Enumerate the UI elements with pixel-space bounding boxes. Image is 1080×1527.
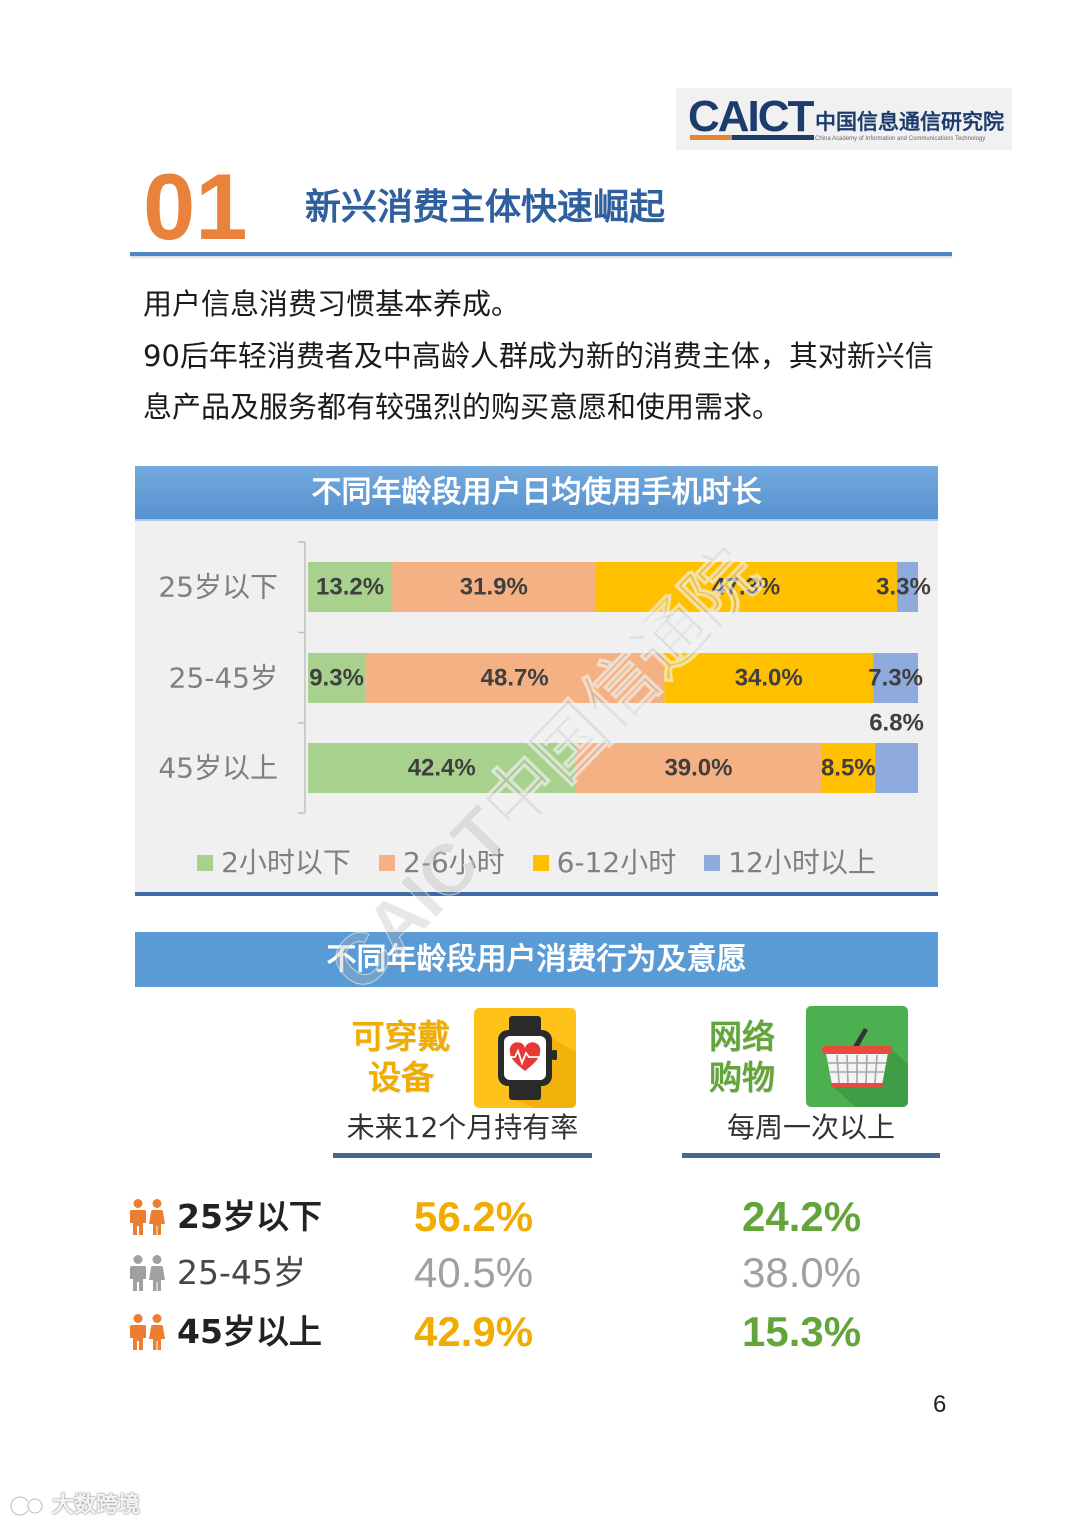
bar-segment [821,743,876,793]
stat-row: 25-45岁 40.5% 38.0% [0,1249,1080,1297]
bar-segment [365,653,665,703]
smartwatch-icon [474,1008,576,1108]
shopping-title-line: 网络 [709,1017,775,1056]
shopping-title: 网络 购物 [698,1016,786,1098]
bar-data-label: 3.3% [876,574,931,601]
legend-label: 6-12小时 [556,846,677,879]
age-group-label: 25-45岁 [177,1253,306,1292]
wearable-value: 56.2% [414,1193,534,1240]
stat-row: 45岁以上 42.9% 15.3% [0,1308,1080,1356]
bar-data-label: 31.9% [460,574,528,601]
bar-segment [308,653,366,703]
corner-watermark-text: 大数跨境 [52,1493,141,1518]
people-icon [130,1199,165,1235]
legend-label: 2小时以下 [221,846,351,879]
shopping-value: 38.0% [742,1249,862,1296]
category-label: 25-45岁 [169,662,278,695]
age-group-label: 25岁以下 [177,1197,322,1236]
people-icon [130,1314,165,1350]
section-divider [130,252,952,256]
page-number: 6 [933,1391,947,1418]
wearable-title-line: 设备 [368,1058,434,1097]
shopping-value: 15.3% [742,1308,862,1355]
intro-line: 息产品及服务都有较强烈的购买意愿和使用需求。 [143,390,782,424]
logo-stripe [690,135,814,140]
wearable-value: 40.5% [414,1249,534,1296]
legend-swatch [378,855,395,871]
caict-logo: CAICT 中国信息通信研究院 China Academy of Informa… [676,88,1012,150]
bar-data-label: 39.0% [664,755,732,782]
bar-data-label: 8.5% [821,755,876,782]
bar-data-label: 9.3% [309,665,364,692]
legend-label: 12小时以上 [728,846,876,879]
wearable-caption: 未来12个月持有率 [346,1111,579,1144]
bar-segment [875,743,918,793]
bar-data-label: 48.7% [481,665,549,692]
intro-paragraph: 用户信息消费习惯基本养成。 90后年轻消费者及中高龄人群成为新的消费主体，其对新… [143,279,934,434]
shopping-underline [682,1153,940,1158]
bar-segment [308,562,393,612]
legend-swatch [704,855,721,871]
legend-item: 12小时以上 [704,844,876,882]
chart-legend: 2小时以下 2-6小时 6-12小时 12小时以上 [135,844,938,882]
chart-panel-bottom-line [135,892,938,896]
section-title: 新兴消费主体快速崛起 [305,187,666,228]
bar-segment [308,743,576,793]
shopping-caption: 每周一次以上 [726,1111,895,1144]
shopping-value: 24.2% [742,1193,862,1240]
bar-data-label: 6.8% [869,710,924,737]
shopping-title-line: 购物 [709,1058,775,1097]
logo-en-name: China Academy of Information and Communi… [815,136,986,142]
logo-cn-name: 中国信息通信研究院 [815,110,1004,134]
shopping-basket-icon [806,1006,908,1107]
intro-line: 用户信息消费习惯基本养成。 [143,287,521,321]
legend-item: 2小时以下 [197,844,351,882]
bar-segment [873,653,918,703]
wearable-title-line: 可穿戴 [351,1017,451,1056]
category-label: 45岁以上 [158,752,278,785]
legend-label: 2-6小时 [402,846,505,879]
age-group-label: 45岁以上 [177,1312,322,1351]
people-icon [130,1255,165,1291]
intro-line: 90后年轻消费者及中高龄人群成为新的消费主体，其对新兴信 [143,338,934,373]
wearable-value: 42.9% [414,1308,534,1355]
behavior-title: 不同年龄段用户消费行为及意愿 [135,932,938,987]
bar-segment [392,562,596,612]
bar-segment [575,743,822,793]
bar-data-label: 7.3% [868,665,923,692]
corner-watermark: 大数跨境 [8,1491,140,1521]
legend-swatch [197,855,214,871]
bar-segment [664,653,874,703]
bar-data-label: 42.4% [408,755,476,782]
bar-segment [896,562,918,612]
bar-data-label: 34.0% [735,665,803,692]
chart-title-strip [135,519,938,521]
legend-swatch [532,855,549,871]
watermark-logo-icon [9,1495,44,1517]
stat-row: 25岁以下 56.2% 24.2% [0,1193,1080,1241]
section-number: 01 [143,154,248,259]
wearable-title: 可穿戴 设备 [340,1016,462,1098]
bar-segment [595,562,897,612]
stacked-bar-chart: 25岁以下 25-45岁 45岁以上 13.2% 31.9% 47.3% 3.3% 9.3% 4… [158,541,931,814]
legend-item: 2-6小时 [378,844,505,882]
category-label: 25岁以下 [158,571,278,604]
bar-data-label: 47.3% [712,574,780,601]
logo-wordmark: CAICT [688,92,814,141]
wearable-underline [333,1153,592,1158]
legend-item: 6-12小时 [532,844,677,882]
bar-data-label: 13.2% [316,574,384,601]
chart-title: 不同年龄段用户日均使用手机时长 [135,466,938,519]
